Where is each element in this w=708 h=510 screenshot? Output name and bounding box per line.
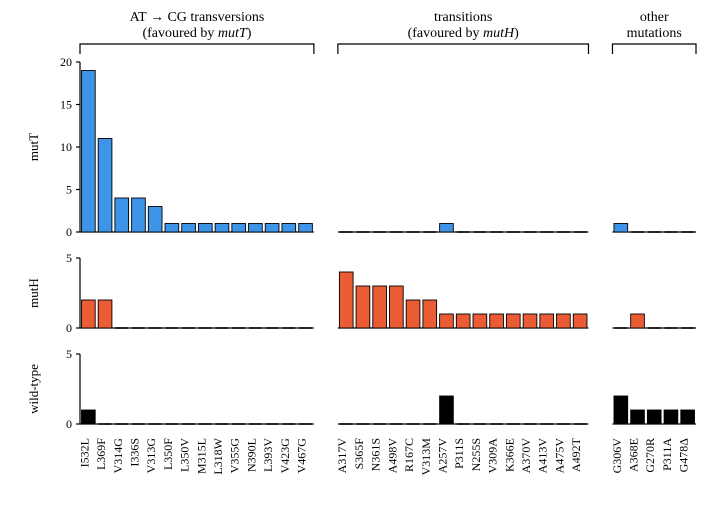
y-tick-label: 20 — [60, 55, 72, 69]
x-category-label: G270R — [643, 438, 657, 473]
mutation-histogram-figure: AT → CG transversions(favoured by mutT)t… — [0, 0, 708, 505]
bar — [182, 224, 196, 233]
y-tick-label: 0 — [66, 417, 72, 431]
x-category-label: V314G — [111, 438, 125, 474]
bar — [614, 224, 628, 233]
bar — [115, 198, 129, 232]
x-category-label: N390L — [244, 438, 258, 472]
x-category-label: A475V — [552, 438, 566, 474]
bar — [232, 224, 246, 233]
group-header: othermutations — [504, 10, 708, 42]
bar — [406, 300, 420, 328]
bar — [132, 198, 146, 232]
x-category-label: I336S — [127, 438, 141, 467]
bar — [390, 286, 404, 328]
x-category-label: G306V — [610, 438, 624, 474]
x-category-label: V309A — [486, 438, 500, 474]
bar — [165, 224, 179, 233]
x-category-label: M315L — [194, 438, 208, 474]
x-category-label: A317V — [335, 438, 349, 474]
bar — [506, 314, 520, 328]
bar — [490, 314, 504, 328]
bar — [82, 410, 96, 424]
bar — [423, 300, 437, 328]
x-category-label: I532L — [77, 438, 91, 467]
y-tick-label: 5 — [66, 183, 72, 197]
bar — [82, 71, 96, 233]
bar — [82, 300, 96, 328]
bar — [614, 396, 628, 424]
y-tick-label: 5 — [66, 347, 72, 361]
panel-label: mutH — [26, 278, 41, 308]
y-tick-label: 5 — [66, 251, 72, 265]
x-category-label: A492T — [569, 437, 583, 472]
bar — [98, 300, 112, 328]
bar — [198, 224, 212, 233]
bar — [523, 314, 537, 328]
x-category-label: K366E — [502, 438, 516, 472]
x-category-label: G478Δ — [677, 438, 691, 473]
bar — [215, 224, 229, 233]
x-category-label: V355G — [228, 438, 242, 474]
x-category-label: L350F — [161, 438, 175, 470]
bar — [148, 207, 162, 233]
bar — [540, 314, 554, 328]
x-category-label: P311A — [660, 438, 674, 471]
bar — [681, 410, 695, 424]
y-tick-label: 0 — [66, 225, 72, 239]
bar — [557, 314, 571, 328]
bar — [440, 314, 454, 328]
bar — [473, 314, 487, 328]
y-tick-label: 0 — [66, 321, 72, 335]
x-category-label: V313M — [419, 438, 433, 476]
x-category-label: A413V — [536, 438, 550, 474]
panel-label: mutT — [26, 133, 41, 161]
x-category-label: V423G — [278, 438, 292, 474]
bar — [573, 314, 587, 328]
x-category-label: S365F — [352, 438, 366, 470]
x-category-label: A368E — [627, 438, 641, 472]
x-category-label: L393V — [261, 438, 275, 472]
bar — [456, 314, 470, 328]
bar — [98, 139, 112, 233]
x-category-label: L350V — [178, 438, 192, 472]
bar — [440, 224, 454, 233]
x-category-label: A498V — [385, 438, 399, 474]
bar — [299, 224, 313, 233]
x-category-label: V313G — [144, 438, 158, 474]
x-category-label: N255S — [469, 438, 483, 471]
bar — [440, 396, 454, 424]
bar — [249, 224, 263, 233]
x-category-label: R167C — [402, 438, 416, 472]
y-tick-label: 10 — [60, 140, 72, 154]
bar — [631, 314, 645, 328]
bar — [664, 410, 678, 424]
bar — [647, 410, 661, 424]
bar — [265, 224, 279, 233]
bar — [339, 272, 353, 328]
x-category-label: L318W — [211, 437, 225, 474]
x-category-label: A257V — [435, 438, 449, 474]
bar — [356, 286, 370, 328]
bar — [373, 286, 387, 328]
x-category-label: L369F — [94, 438, 108, 470]
bar — [282, 224, 296, 233]
x-category-label: P311S — [452, 438, 466, 469]
group-header: AT → CG transversions(favoured by mutT) — [47, 10, 347, 42]
panel-label: wild-type — [26, 364, 41, 414]
x-category-label: N361S — [369, 438, 383, 471]
x-category-label: V467G — [295, 438, 309, 474]
y-tick-label: 15 — [60, 98, 72, 112]
x-category-label: A370V — [519, 438, 533, 474]
bar — [631, 410, 645, 424]
